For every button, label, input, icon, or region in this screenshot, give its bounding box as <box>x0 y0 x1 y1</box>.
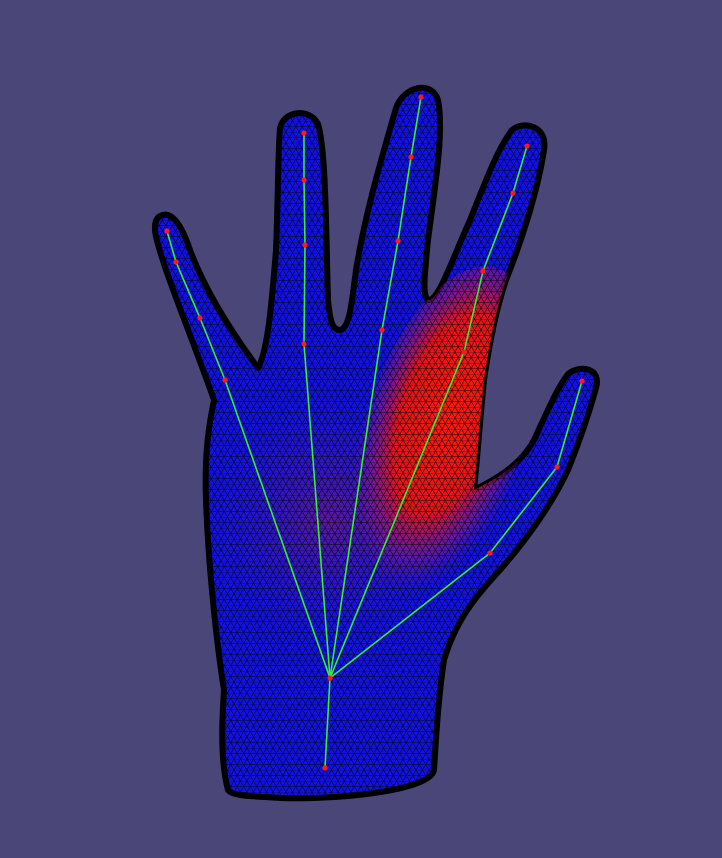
joint-finger-4-1[interactable] <box>461 349 467 355</box>
joint-finger-3-4[interactable] <box>418 94 424 100</box>
joint-finger-3-3[interactable] <box>408 154 414 160</box>
bone-wrist <box>324 677 331 769</box>
skeleton-bones <box>166 96 583 769</box>
bone-finger-2-segment-3 <box>303 179 306 246</box>
bone-finger-5-segment-2 <box>489 466 558 554</box>
bone-finger-5-segment-3 <box>556 380 583 468</box>
bone-finger-3-segment-4 <box>410 96 422 158</box>
joint-finger-1-2[interactable] <box>197 315 203 321</box>
bone-finger-4-segment-4 <box>512 145 528 194</box>
bone-finger-3-segment-3 <box>397 156 412 242</box>
joint-finger-1-3[interactable] <box>173 259 179 265</box>
joint-finger-4-4[interactable] <box>524 143 530 149</box>
joint-finger-3-2[interactable] <box>395 238 401 244</box>
bone-finger-4-segment-1 <box>329 351 465 679</box>
joint-finger-3-1[interactable] <box>379 327 385 333</box>
bone-finger-2-segment-1 <box>303 343 331 679</box>
joint-finger-1-4[interactable] <box>164 228 170 234</box>
joint-finger-5-3[interactable] <box>579 378 585 384</box>
joint-root[interactable] <box>327 675 333 681</box>
joint-finger-2-4[interactable] <box>301 130 307 136</box>
bone-finger-2-segment-2 <box>303 244 306 345</box>
joint-finger-2-1[interactable] <box>301 341 307 347</box>
joint-finger-2-2[interactable] <box>302 242 308 248</box>
joint-wrist[interactable] <box>322 765 328 771</box>
joint-finger-5-2[interactable] <box>554 464 560 470</box>
skeleton-joints <box>164 94 585 771</box>
joint-finger-4-2[interactable] <box>480 268 486 274</box>
bone-finger-3-segment-1 <box>329 329 383 679</box>
bone-finger-1-segment-3 <box>175 261 201 319</box>
joint-finger-1-1[interactable] <box>222 377 228 383</box>
bone-finger-1-segment-4 <box>166 230 177 263</box>
bone-finger-4-segment-3 <box>482 192 514 272</box>
bone-finger-1-segment-1 <box>224 379 331 679</box>
joint-finger-4-3[interactable] <box>510 190 516 196</box>
bone-finger-3-segment-2 <box>381 240 399 331</box>
joint-finger-5-1[interactable] <box>487 550 493 556</box>
bone-finger-1-segment-2 <box>199 317 226 381</box>
joint-finger-2-3[interactable] <box>301 177 307 183</box>
bone-finger-5-segment-1 <box>329 552 491 679</box>
bone-finger-4-segment-2 <box>463 270 484 353</box>
